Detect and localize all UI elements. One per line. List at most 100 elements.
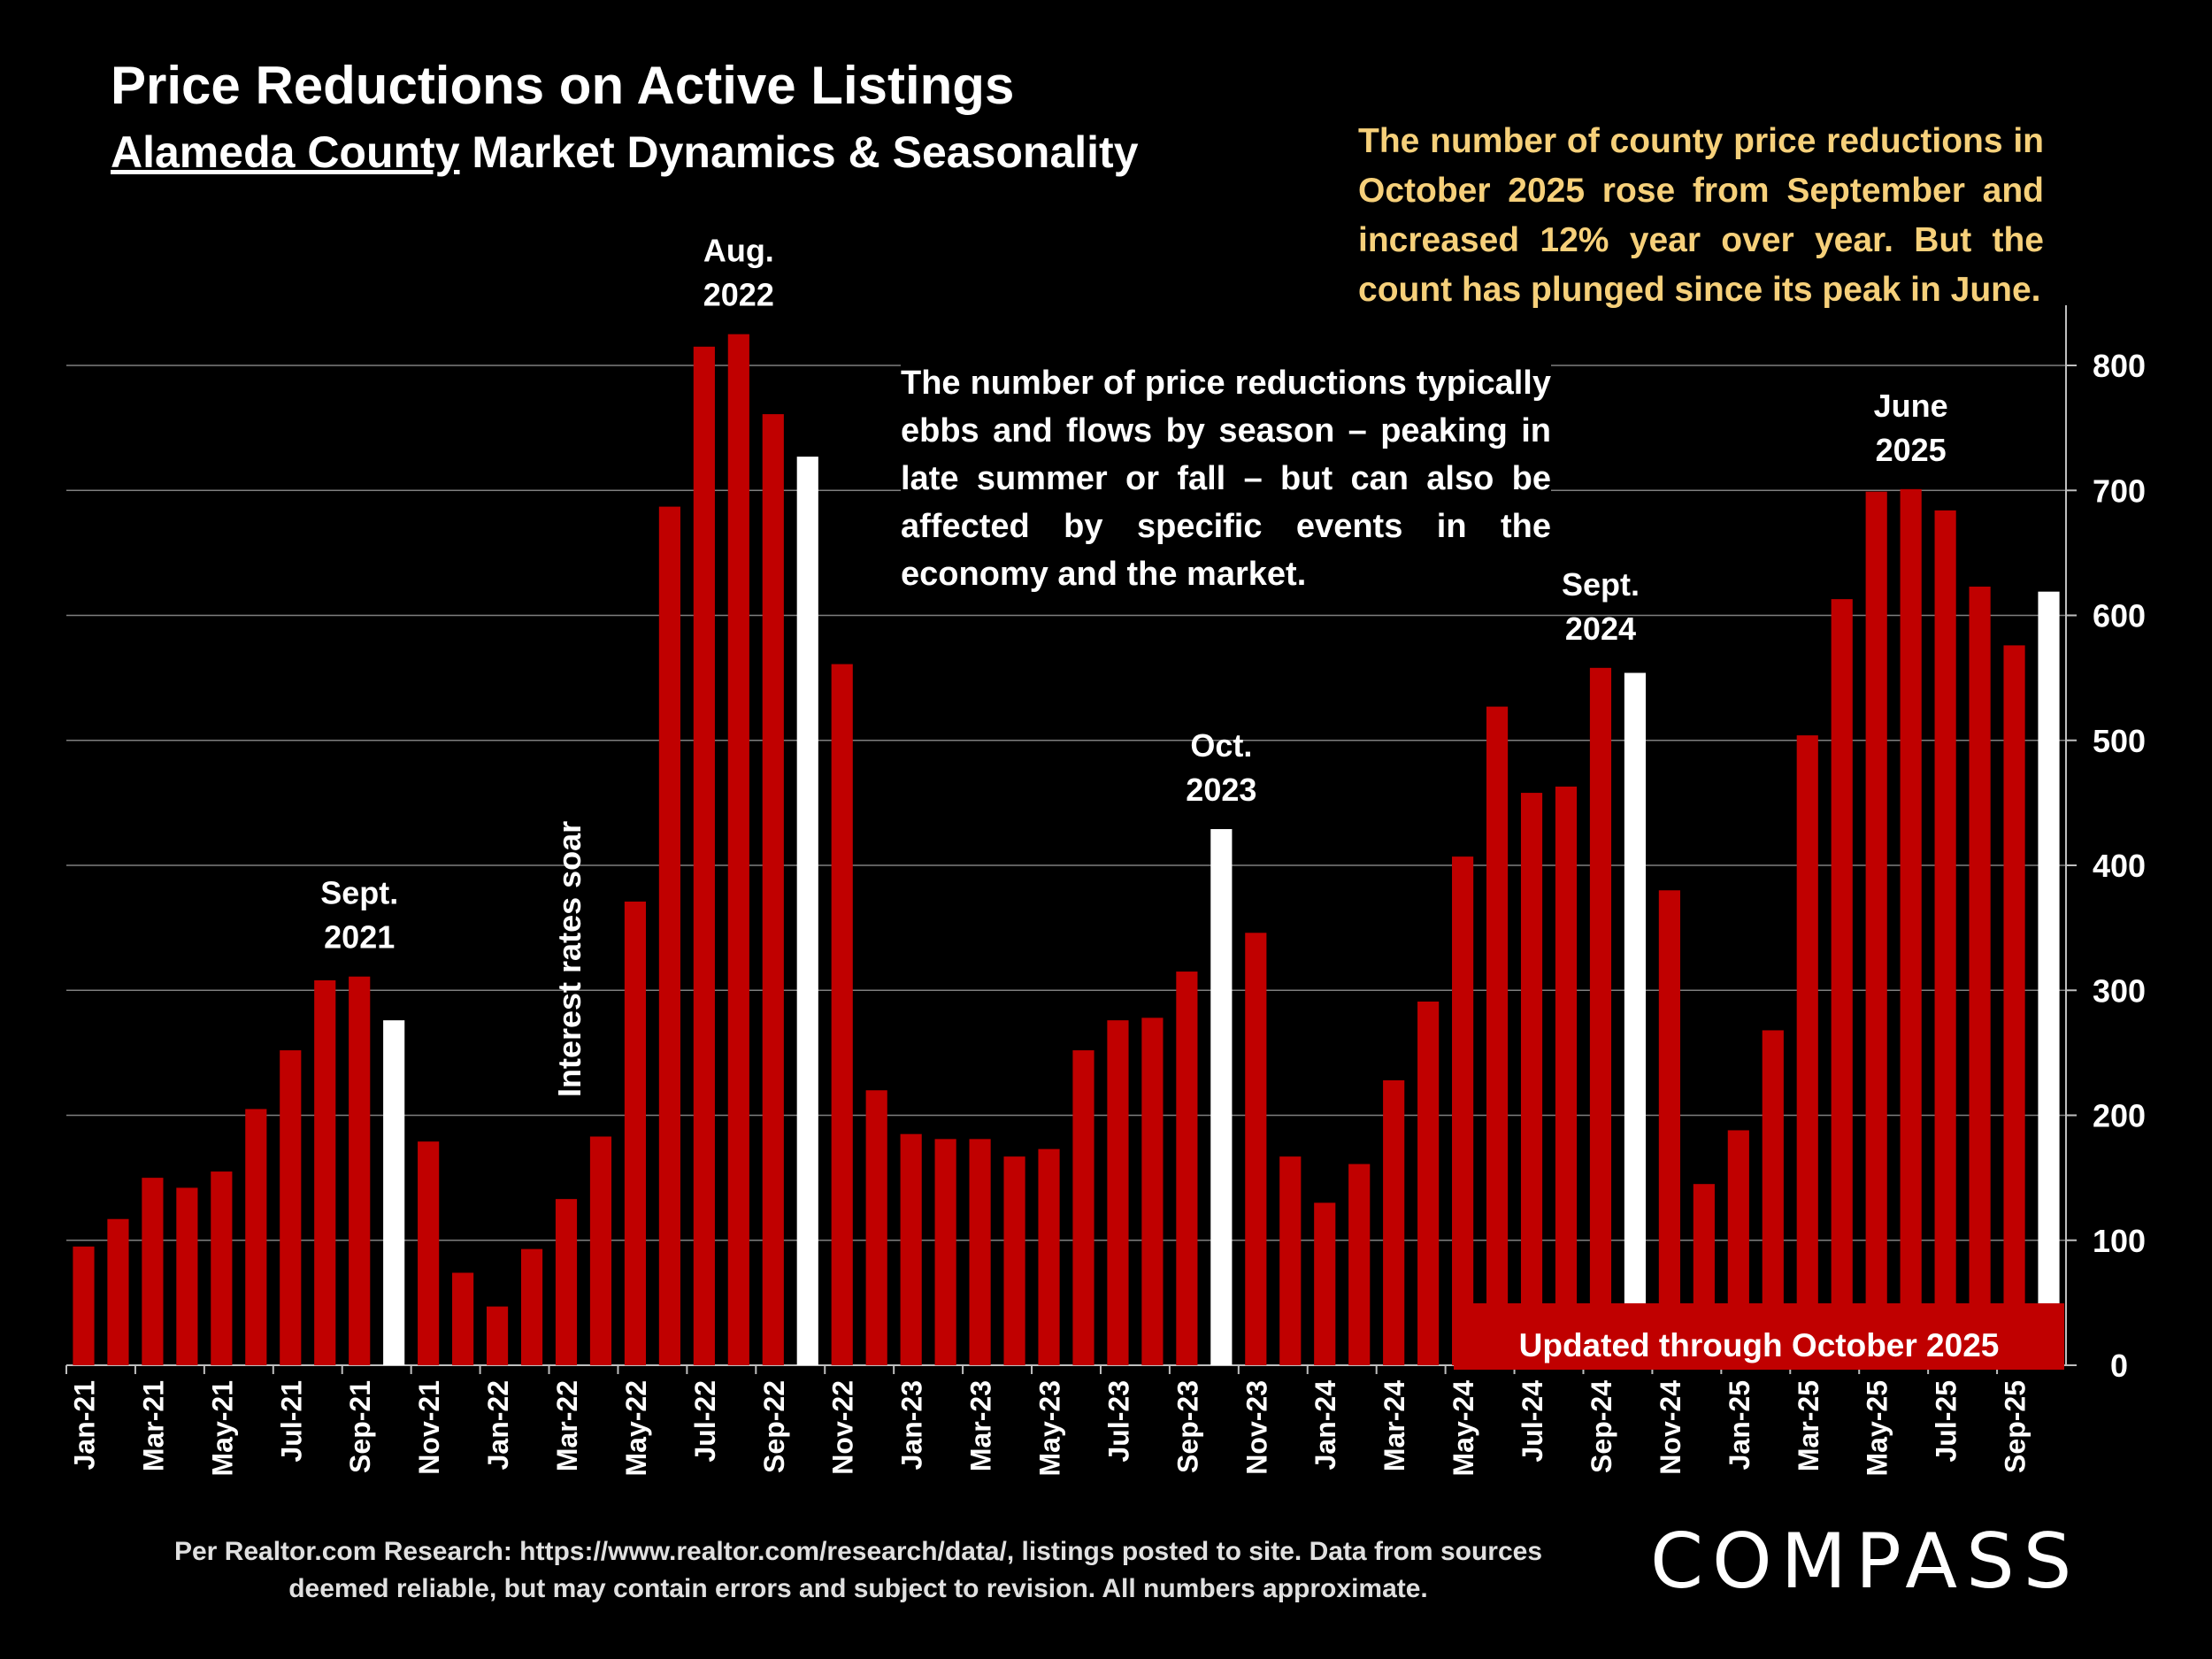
bar [762, 414, 784, 1365]
peak-annotation: 2023 [1186, 772, 1256, 808]
bar [486, 1306, 509, 1365]
x-tick-label: Jul-25 [1931, 1380, 1962, 1462]
y-tick-label: 100 [2093, 1223, 2146, 1259]
bar [1865, 491, 1887, 1365]
bar [1589, 667, 1612, 1365]
bar [831, 664, 853, 1365]
updated-banner: Updated through October 2025 [1454, 1303, 2064, 1370]
x-tick-label: May-23 [1034, 1380, 1066, 1477]
x-tick-label: Mar-22 [551, 1380, 583, 1471]
x-tick-label: Sep-22 [758, 1380, 790, 1473]
peak-annotation: 2021 [324, 919, 395, 956]
bar [176, 1187, 198, 1365]
x-tick-label: Sep-23 [1171, 1380, 1203, 1473]
highlight-bar [1210, 829, 1233, 1365]
bar [589, 1136, 612, 1365]
event-label: Interest rates soar [551, 821, 588, 1097]
bar [1348, 1164, 1371, 1365]
y-tick-label: 800 [2093, 348, 2146, 384]
bar [1383, 1079, 1405, 1365]
seasonality-note: The number of price reductions typically… [901, 356, 1551, 602]
yoy-note: The number of county price reductions in… [1358, 117, 2044, 315]
bar [727, 334, 749, 1365]
x-tick-label: Nov-23 [1240, 1380, 1272, 1475]
x-tick-label: May-25 [1862, 1380, 1893, 1477]
bar [1520, 793, 1543, 1365]
y-tick-label: 200 [2093, 1098, 2146, 1134]
peak-annotation: Aug. [703, 233, 774, 269]
compass-logo: COMPASS [1650, 1517, 2081, 1606]
peak-annotation: Sept. [320, 875, 398, 911]
bar [107, 1218, 129, 1365]
bar [1555, 787, 1578, 1365]
bar [555, 1199, 578, 1365]
bar [280, 1050, 302, 1365]
peak-annotation: 2024 [1565, 611, 1636, 647]
x-tick-label: Jan-23 [896, 1380, 928, 1470]
chart-subtitle: Alameda County Market Dynamics & Seasona… [111, 127, 1139, 178]
bar [1141, 1018, 1164, 1365]
bar [1900, 488, 1922, 1365]
bar [452, 1272, 474, 1365]
bar [900, 1133, 922, 1365]
y-tick-label: 0 [2110, 1348, 2128, 1384]
y-tick-label: 500 [2093, 723, 2146, 759]
x-tick-label: Sep-24 [1586, 1380, 1617, 1473]
peak-annotation: 2022 [703, 277, 774, 313]
peak-annotation: Oct. [1190, 727, 1252, 764]
highlight-bar [2038, 591, 2060, 1365]
source-footnote: Per Realtor.com Research: https://www.re… [173, 1537, 1543, 1603]
bar [1279, 1156, 1302, 1365]
bar [314, 979, 336, 1365]
bar [520, 1248, 543, 1365]
bar [1003, 1156, 1025, 1365]
peak-annotation: 2025 [1876, 432, 1947, 468]
y-tick-label: 300 [2093, 972, 2146, 1009]
x-tick-label: Sep-21 [344, 1380, 376, 1473]
x-tick-label: Nov-24 [1655, 1380, 1686, 1475]
x-tick-label: Jul-22 [689, 1380, 721, 1462]
bar [1969, 587, 1991, 1365]
bar [1072, 1050, 1094, 1365]
x-tick-label: May-22 [620, 1380, 652, 1477]
bar [1934, 510, 1956, 1365]
bar [73, 1246, 95, 1365]
bar [1107, 1020, 1129, 1365]
subtitle-rest: Market Dynamics & Seasonality [459, 127, 1139, 177]
x-tick-label: Nov-22 [827, 1380, 859, 1475]
bar [1486, 706, 1509, 1365]
bar [934, 1139, 956, 1365]
x-tick-label: Jan-22 [482, 1380, 514, 1470]
bar [1176, 972, 1198, 1365]
highlight-bar [796, 457, 818, 1365]
x-tick-label: Mar-21 [137, 1380, 169, 1471]
bar [658, 506, 680, 1365]
x-tick-label: Mar-25 [1793, 1380, 1824, 1471]
x-tick-label: Jul-23 [1102, 1380, 1134, 1462]
bar [693, 346, 715, 1365]
bar [1038, 1148, 1060, 1365]
bar [349, 976, 371, 1365]
bar [969, 1139, 991, 1365]
bar [142, 1178, 164, 1365]
x-tick-label: Jul-24 [1517, 1380, 1548, 1463]
bar [624, 901, 647, 1365]
highlight-bar [1624, 672, 1647, 1365]
x-tick-label: May-24 [1448, 1380, 1479, 1477]
y-tick-label: 700 [2093, 472, 2146, 509]
y-tick-label: 600 [2093, 598, 2146, 634]
bar [1796, 735, 1818, 1365]
x-tick-label: Nov-21 [413, 1380, 445, 1475]
bar [1452, 856, 1474, 1365]
x-tick-label: Jan-24 [1310, 1380, 1341, 1471]
x-tick-label: Sep-25 [2000, 1380, 2032, 1473]
bar [211, 1171, 233, 1365]
bar [2003, 645, 2025, 1365]
x-tick-label: Mar-23 [965, 1380, 997, 1471]
bar [1831, 599, 1853, 1365]
x-tick-label: May-21 [206, 1380, 238, 1477]
bar [1658, 890, 1680, 1365]
bar [1417, 1001, 1440, 1365]
bar [865, 1090, 887, 1365]
